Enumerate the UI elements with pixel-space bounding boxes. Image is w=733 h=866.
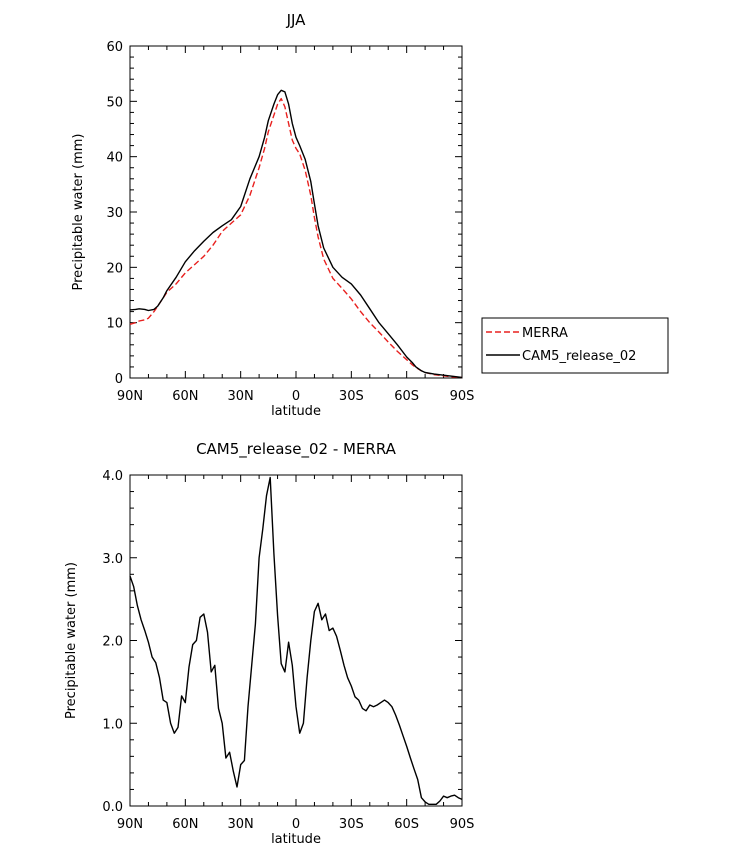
legend-label: MERRA xyxy=(522,326,568,341)
plot-frame xyxy=(129,45,463,379)
y-tick-label: 40 xyxy=(106,151,123,166)
y-tick-label: 60 xyxy=(106,40,123,55)
y-tick-label: 0.0 xyxy=(102,800,123,815)
y-tick-label: 0 xyxy=(115,372,123,387)
panel-jja: JJA 90N 60N 30N 0 30S 60S 90S 0 10 20 30 40 50 60 latit… xyxy=(71,11,474,419)
x-tick-label: 60S xyxy=(394,389,419,404)
x-tick-label: 60S xyxy=(394,817,419,832)
y-tick-label: 4.0 xyxy=(102,469,123,484)
y-tick-label: 10 xyxy=(106,317,123,332)
x-tick-label: 0 xyxy=(292,389,300,404)
legend-box xyxy=(481,317,669,374)
x-tick-label: 30N xyxy=(228,817,254,832)
y-tick-label: 3.0 xyxy=(102,552,123,567)
x-tick-label: 90N xyxy=(117,389,143,404)
x-axis-label: latitude xyxy=(271,832,321,847)
y-tick-label: 50 xyxy=(106,95,123,110)
series-line-cam5-release-02 xyxy=(129,89,463,379)
legend-label: CAM5_release_02 xyxy=(522,349,636,364)
series-line-cam5-release-02-merra xyxy=(129,476,463,805)
x-tick-label: 60N xyxy=(172,389,198,404)
x-axis-label: latitude xyxy=(271,404,321,419)
y-tick-label: 30 xyxy=(106,206,123,221)
x-tick-label: 90N xyxy=(117,817,143,832)
x-tick-label: 90S xyxy=(450,817,475,832)
chart-title: JJA xyxy=(286,11,307,29)
x-tick-label: 30S xyxy=(339,389,364,404)
x-tick-label: 30N xyxy=(228,389,254,404)
panel-difference: CAM5_release_02 - MERRA 90N 60N 30N 0 30S 60S 9… xyxy=(64,440,474,847)
chart-title: CAM5_release_02 - MERRA xyxy=(196,440,397,459)
x-tick-label: 0 xyxy=(292,817,300,832)
x-tick-label: 90S xyxy=(450,389,475,404)
y-tick-label: 2.0 xyxy=(102,635,123,650)
y-tick-label: 1.0 xyxy=(102,717,123,732)
x-tick-label: 30S xyxy=(339,817,364,832)
y-tick-label: 20 xyxy=(106,261,123,276)
y-axis-label: Precipitable water (mm) xyxy=(71,134,86,291)
x-tick-label: 60N xyxy=(172,817,198,832)
series-line-merra xyxy=(129,97,463,379)
legend: MERRA CAM5_release_02 xyxy=(481,317,669,374)
y-axis-label: Precipitable water (mm) xyxy=(64,562,79,719)
plot-frame xyxy=(129,474,463,807)
